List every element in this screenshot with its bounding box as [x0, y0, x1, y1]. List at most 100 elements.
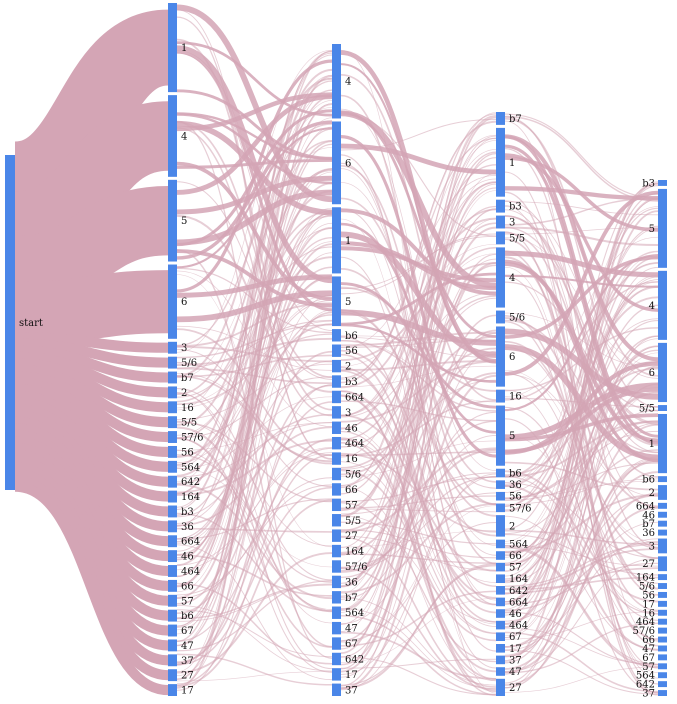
node-4-5/5 — [658, 405, 667, 411]
link-17-to-6 — [340, 350, 497, 678]
link-start-5/5 — [14, 364, 169, 428]
node-label-3-16: 16 — [509, 392, 522, 403]
node-3-3 — [496, 215, 505, 229]
node-label-1-2: 2 — [181, 388, 187, 399]
node-label-2-5: 5 — [345, 297, 351, 308]
node-2-56 — [332, 344, 341, 357]
node-label-1-564: 564 — [181, 462, 200, 473]
link-b3-to-1 — [340, 137, 497, 379]
link-5-to-5/5 — [340, 233, 497, 295]
link-37-to-57 — [340, 563, 497, 690]
node-1-1 — [168, 3, 177, 93]
node-label-1-b3: b3 — [181, 507, 194, 518]
node-1-36 — [168, 520, 177, 533]
node-3-57/6 — [496, 503, 505, 513]
flow-links — [11, 4, 659, 696]
node-2-3 — [332, 406, 341, 419]
link-start-36 — [14, 410, 169, 532]
link-164-to-1 — [340, 135, 497, 549]
node-label-4-16: 16 — [642, 608, 655, 619]
link-464-to-57 — [504, 627, 659, 665]
node-label-1-57: 57 — [181, 596, 194, 607]
link-start-564 — [14, 384, 169, 472]
link-57-to-17 — [176, 605, 333, 672]
link-17-to-1 — [340, 153, 497, 670]
node-label-4-b3: b3 — [642, 178, 655, 189]
node-3-464 — [496, 620, 505, 630]
link-66-to-1 — [340, 149, 497, 486]
link-27-to-2 — [504, 492, 659, 686]
node-2-5/6 — [332, 467, 341, 481]
link-67-to-5 — [176, 294, 333, 631]
link-57/6-to-b6 — [340, 476, 497, 569]
link-start-56 — [14, 377, 169, 457]
node-3-5/5 — [496, 231, 505, 245]
link-1-to-1 — [504, 144, 659, 445]
link-start-164 — [14, 397, 169, 502]
link-56-to-1 — [340, 175, 497, 349]
node-3-57 — [496, 562, 505, 572]
node-2-664 — [332, 390, 341, 404]
link-164-to-4 — [504, 274, 659, 581]
node-2-b7 — [332, 591, 341, 604]
node-1-b3 — [168, 505, 177, 518]
node-2-47 — [332, 621, 341, 635]
node-4-37 — [658, 690, 667, 696]
node-label-3-17: 17 — [509, 644, 522, 655]
node-1-2 — [168, 386, 177, 399]
link-17-to-16 — [176, 454, 333, 685]
node-label-1-3: 3 — [181, 343, 187, 354]
node-2-642 — [332, 652, 341, 666]
node-label-2-57/6: 57/6 — [345, 562, 367, 573]
node-3-16 — [496, 389, 505, 403]
link-17-to-57 — [176, 499, 333, 687]
node-label-3-642: 642 — [509, 586, 528, 597]
node-label-1-46: 46 — [181, 552, 194, 563]
node-3-47 — [496, 667, 505, 676]
link-57-to-4 — [504, 279, 659, 566]
node-label-2-164: 164 — [345, 547, 364, 558]
node-4-4 — [658, 270, 667, 340]
link-67-to-1 — [176, 252, 333, 627]
link-46-to-1 — [340, 134, 497, 430]
node-4-564 — [658, 672, 667, 679]
node-4-57/6 — [658, 627, 667, 634]
link-5/6-to-67 — [340, 469, 497, 642]
node-label-4-464: 464 — [636, 617, 655, 628]
node-2-5/5 — [332, 514, 341, 527]
node-label-2-564: 564 — [345, 608, 364, 619]
node-label-4-642: 642 — [636, 680, 655, 691]
link-16-to-b6 — [176, 333, 333, 405]
link-57-to-56 — [340, 495, 497, 509]
node-4-47 — [658, 645, 667, 652]
node-label-4-1: 1 — [649, 439, 655, 450]
node-2-4 — [332, 44, 341, 119]
link-27-to-57 — [504, 666, 659, 693]
node-1-3 — [168, 341, 177, 354]
node-label-1-36: 36 — [181, 522, 194, 533]
node-label-2-27: 27 — [345, 531, 358, 542]
link-17-to-b3 — [176, 384, 333, 691]
node-3-2 — [496, 515, 505, 537]
node-2-164 — [332, 544, 341, 558]
node-label-1-5: 5 — [181, 216, 187, 227]
link-2-to-1 — [176, 246, 333, 398]
node-4-b6 — [658, 476, 667, 483]
node-label-2-2: 2 — [345, 362, 351, 373]
node-0-start — [5, 155, 15, 490]
node-3-56 — [496, 491, 505, 501]
node-1-664 — [168, 535, 177, 548]
node-1-47 — [168, 639, 177, 652]
link-47-to-1 — [504, 471, 659, 670]
node-label-3-4: 4 — [509, 273, 515, 284]
node-label-2-3: 3 — [345, 408, 351, 419]
link-b3-to-b7 — [340, 121, 497, 384]
node-4-27 — [658, 556, 667, 572]
link-464-to-4 — [504, 338, 659, 624]
node-label-4-66: 66 — [642, 635, 655, 646]
node-label-3-47: 47 — [509, 667, 522, 678]
link-b7-to-27 — [340, 597, 497, 686]
link-start-b3 — [14, 403, 169, 517]
link-57/6-to-3 — [340, 218, 497, 569]
